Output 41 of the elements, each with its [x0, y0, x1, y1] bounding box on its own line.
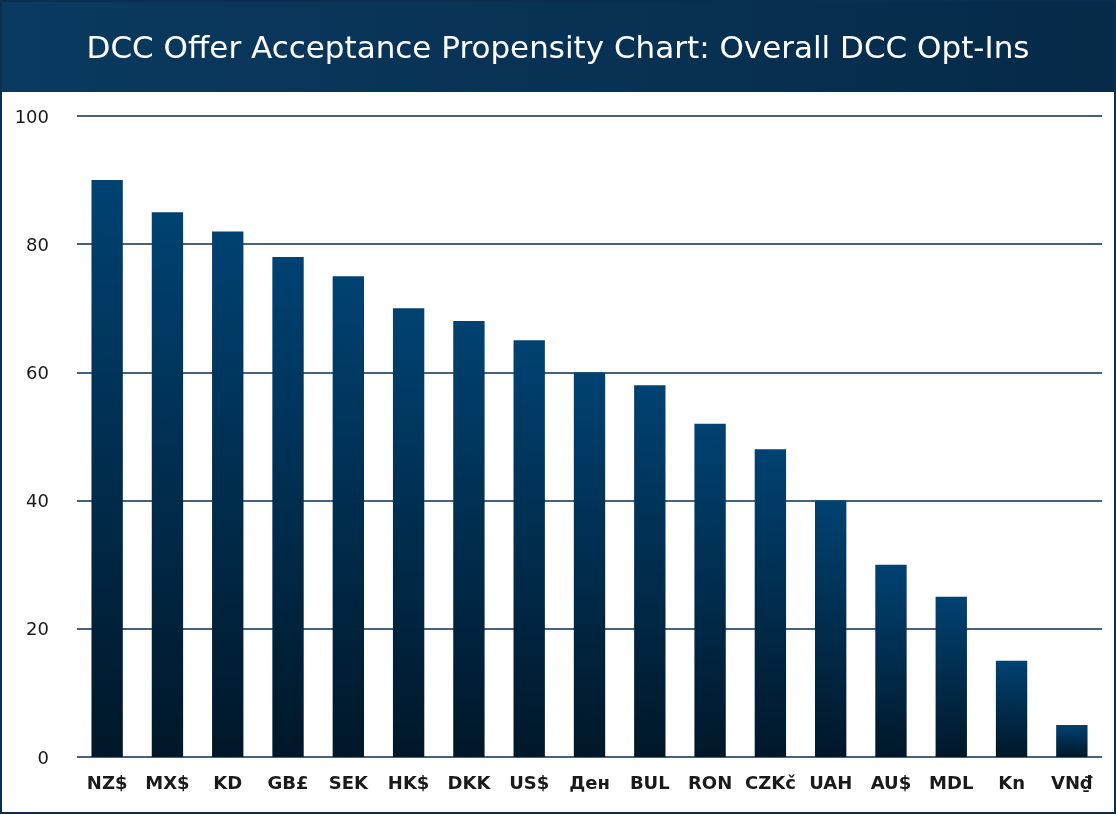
bar [694, 423, 726, 757]
bar [754, 449, 787, 757]
x-tick-label: GB£ [267, 771, 309, 793]
x-tick-label: CZKč [744, 771, 796, 793]
x-tick-label: Kn [998, 771, 1025, 793]
y-tick-label: 100 [14, 105, 49, 127]
chart-title: DCC Offer Acceptance Propensity Chart: Overall DCC Opt-Ins [2, 2, 1114, 92]
bar [91, 180, 123, 757]
bar [392, 308, 425, 757]
bar [634, 385, 666, 757]
x-tick-label: BUL [629, 771, 670, 793]
bar [935, 596, 967, 757]
y-tick-label: 80 [26, 233, 49, 255]
x-tick-label: VN₫ [1051, 771, 1094, 793]
bar [513, 340, 545, 757]
x-tick-label: SEK [328, 771, 369, 793]
x-tick-label: US$ [509, 771, 550, 793]
x-tick-label: HK$ [387, 771, 430, 793]
y-tick-label: 60 [26, 361, 49, 383]
bar [212, 231, 244, 757]
y-tick-label: 40 [26, 490, 49, 512]
bar [272, 257, 304, 757]
bar [332, 276, 364, 757]
x-tick-label: MX$ [145, 771, 190, 793]
bar [1056, 724, 1088, 757]
bar [875, 564, 907, 757]
bar [995, 660, 1028, 757]
x-tick-label: NZ$ [86, 771, 128, 793]
bar [815, 500, 847, 757]
bar [151, 212, 184, 757]
x-tick-label: UAH [809, 771, 853, 793]
x-tick-label: AU$ [870, 771, 912, 793]
x-tick-label: RON [687, 771, 733, 793]
x-tick-label: KD [213, 771, 243, 793]
x-tick-label: DKK [447, 771, 492, 793]
x-tick-label: Ден [569, 771, 610, 793]
y-tick-label: 0 [37, 746, 49, 768]
y-tick-label: 20 [26, 618, 49, 640]
bar [573, 372, 606, 757]
bar [453, 321, 485, 757]
x-tick-label: MDL [929, 771, 974, 793]
